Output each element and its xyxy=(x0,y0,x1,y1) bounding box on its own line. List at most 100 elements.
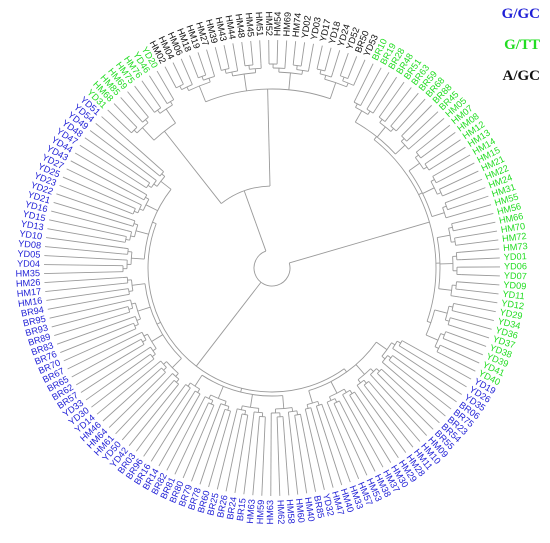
branch-line xyxy=(439,186,445,190)
branch-arc xyxy=(166,361,179,374)
branch-line xyxy=(442,193,448,197)
branch-arc xyxy=(201,374,283,397)
branch-line xyxy=(390,122,395,127)
branch-line xyxy=(199,410,226,485)
branch-line xyxy=(311,412,334,488)
branch-line xyxy=(454,318,492,330)
leaf-label: BR15 xyxy=(235,498,248,522)
branch-line xyxy=(59,184,133,215)
branch-line xyxy=(192,390,196,396)
branch-line xyxy=(217,386,224,399)
branch-line xyxy=(172,62,184,84)
leaf-label: YD02 xyxy=(300,15,313,39)
branch-line xyxy=(44,255,123,261)
branch-line xyxy=(125,299,131,302)
branch-line xyxy=(194,374,203,387)
branch-line xyxy=(95,123,157,174)
branch-line xyxy=(460,289,499,295)
leaf-label: YD13 xyxy=(20,219,44,233)
branch-line xyxy=(133,129,138,134)
leaf-label: YD29 xyxy=(499,307,523,321)
branch-line xyxy=(201,76,204,81)
branch-line xyxy=(123,288,129,290)
branch-line xyxy=(267,89,271,187)
branch-line xyxy=(96,363,158,415)
legend-label: G/GC xyxy=(501,6,540,22)
branch-line xyxy=(319,69,322,74)
branch-line xyxy=(393,355,457,403)
branch-line xyxy=(300,415,317,492)
leaf-label: HM35 xyxy=(15,268,40,279)
branch-arc xyxy=(130,251,133,265)
branch-line xyxy=(115,376,170,435)
branch-line xyxy=(175,373,179,377)
branch-line xyxy=(195,312,239,367)
leaf-label: YD01 xyxy=(504,251,527,262)
branch-line xyxy=(431,212,445,218)
branch-arc xyxy=(129,231,133,241)
branch-line xyxy=(128,307,133,310)
branch-line xyxy=(160,180,172,190)
branch-line xyxy=(454,236,460,239)
branch-line xyxy=(223,45,230,68)
branch-arc xyxy=(232,72,256,77)
branch-line xyxy=(443,170,479,188)
branch-line xyxy=(66,168,138,204)
branch-line xyxy=(120,97,140,119)
branch-line xyxy=(428,139,461,162)
branch-line xyxy=(354,110,363,123)
branch-line xyxy=(121,380,174,441)
branch-line xyxy=(381,361,387,366)
branch-line xyxy=(108,372,166,428)
branch-line xyxy=(171,358,182,368)
branch-line xyxy=(44,264,123,267)
branch-line xyxy=(163,361,167,365)
branch-line xyxy=(224,69,227,74)
leaf-label: YD03 xyxy=(309,16,323,40)
branch-line xyxy=(349,390,353,394)
branch-arc xyxy=(127,306,131,313)
branch-line xyxy=(389,360,452,410)
branch-line xyxy=(137,306,151,312)
branch-line xyxy=(197,388,201,393)
branch-line xyxy=(349,395,392,463)
branch-line xyxy=(316,45,323,69)
branch-line xyxy=(122,282,128,284)
branch-line xyxy=(135,388,184,452)
branch-arc xyxy=(398,340,403,346)
branch-line xyxy=(344,398,384,468)
branch-arc xyxy=(154,107,161,113)
branch-line xyxy=(415,118,445,144)
branch-line xyxy=(347,56,358,78)
branch-line xyxy=(210,400,214,405)
branch-line xyxy=(250,394,253,408)
branch-line xyxy=(288,72,291,90)
branch-line xyxy=(387,87,412,118)
branch-line xyxy=(428,167,434,171)
branch-line xyxy=(418,192,423,196)
branch-line xyxy=(355,364,365,375)
branch-line xyxy=(364,385,414,448)
branch-line xyxy=(63,328,136,362)
leaf-label: HM16 xyxy=(17,296,43,309)
branch-line xyxy=(284,40,288,64)
branch-arc xyxy=(140,339,145,345)
branch-line xyxy=(147,184,152,188)
leaf-label: YD09 xyxy=(503,280,527,292)
leaf-label: YD06 xyxy=(504,261,527,271)
branch-arc xyxy=(415,151,422,159)
branch-line xyxy=(151,353,156,357)
leaf-label: HM72 xyxy=(502,231,528,244)
branch-line xyxy=(113,103,134,125)
branch-line xyxy=(202,396,206,402)
branch-line xyxy=(415,148,421,153)
branch-line xyxy=(442,205,447,208)
branch-line xyxy=(152,348,157,352)
branch-line xyxy=(51,306,128,328)
branch-line xyxy=(406,137,411,142)
branch-line xyxy=(451,241,456,243)
branch-arc xyxy=(150,353,155,360)
branch-line xyxy=(144,112,149,118)
branch-line xyxy=(396,340,401,344)
branch-line xyxy=(454,204,492,216)
